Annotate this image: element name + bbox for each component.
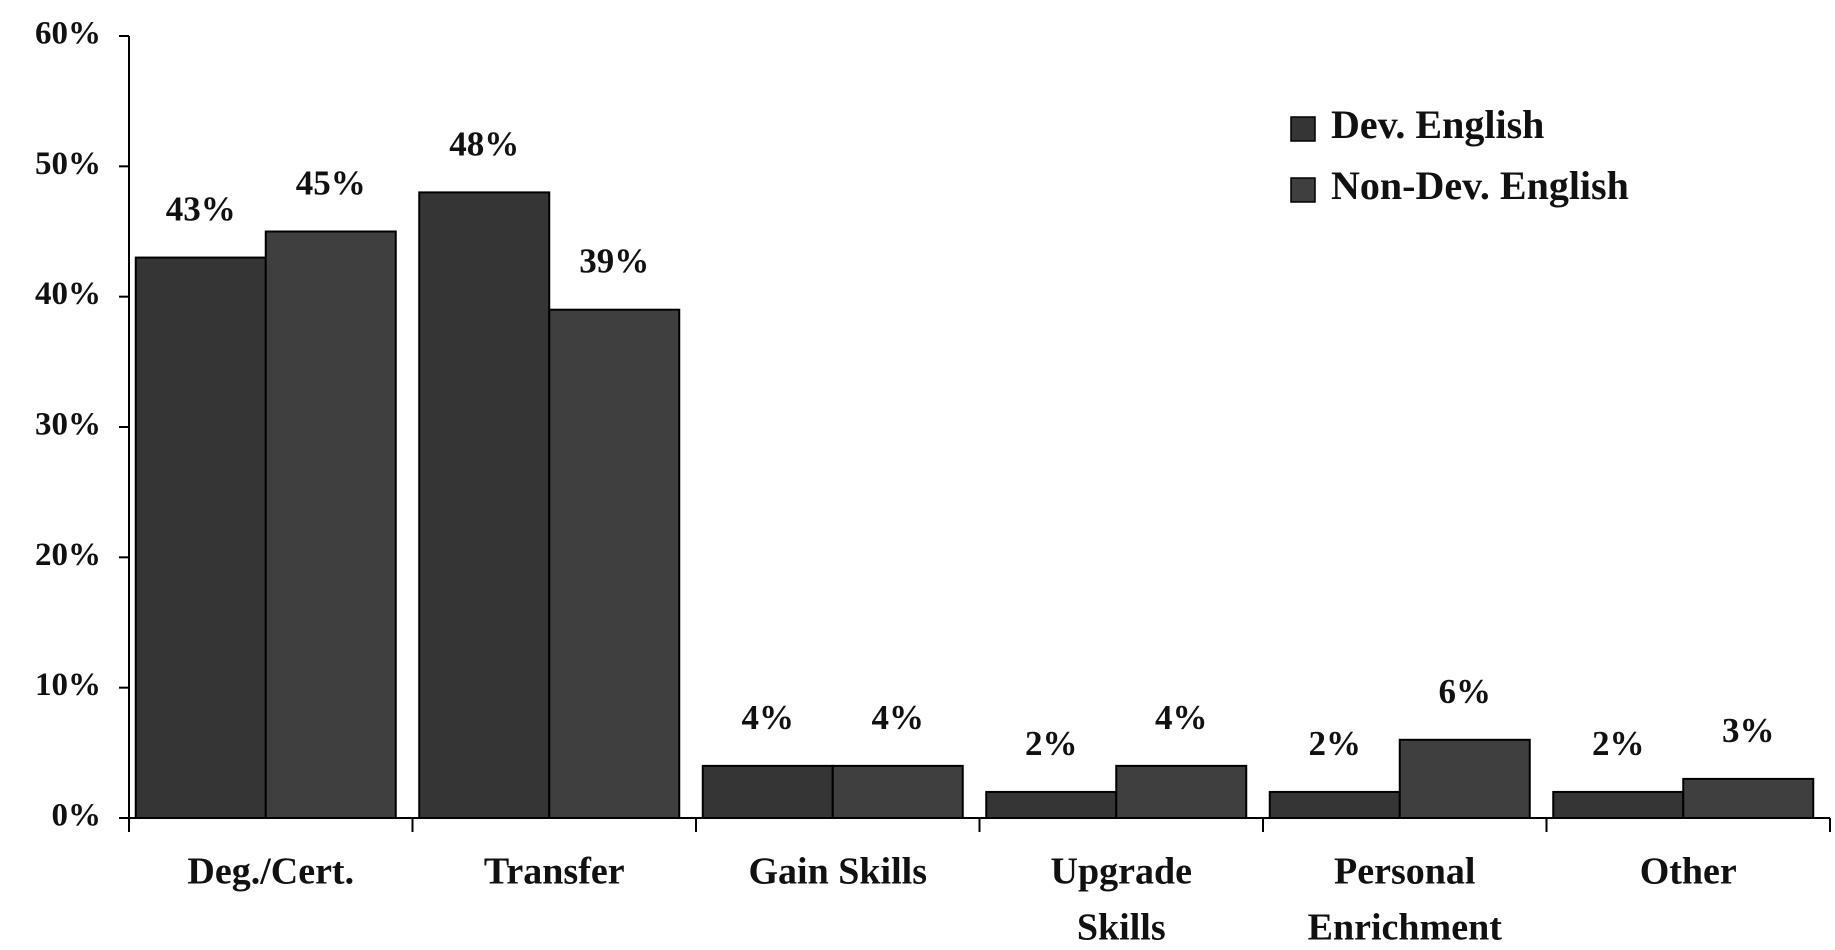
x-tick-label: Transfer [484,851,625,893]
value-label: 4% [742,698,795,737]
y-tick-label: 50% [35,146,101,182]
value-label: 48% [449,124,519,163]
y-tick-label: 40% [35,276,101,312]
bar [1115,764,1248,819]
bar [1398,738,1531,819]
value-label: 3% [1722,711,1775,750]
y-tick-label: 20% [35,537,101,573]
bar [418,191,551,819]
y-tick-label: 10% [35,667,101,703]
bar [985,790,1118,820]
value-label: 2% [1592,724,1645,763]
x-tick-label: Upgrade [1051,851,1192,893]
bar [831,764,964,819]
value-label: 2% [1025,724,1078,763]
legend-swatch [1290,177,1316,203]
x-tick-label: Deg./Cert. [187,851,354,893]
value-label: 39% [579,242,649,281]
y-tick-label: 60% [35,16,101,52]
legend-label: Non-Dev. English [1331,163,1629,208]
bar [1682,777,1815,820]
value-label: 45% [296,164,366,203]
bar [1552,790,1685,820]
value-label: 6% [1439,672,1492,711]
x-tick-label: Other [1640,851,1737,893]
bar [134,256,267,820]
y-tick-label: 0% [52,798,102,834]
bar [264,230,397,819]
bar [701,764,834,819]
legend-label: Dev. English [1331,102,1544,147]
value-label: 4% [872,698,925,737]
legend-swatch [1290,116,1316,142]
x-tick-label: Personal [1334,851,1475,893]
bar [1268,790,1401,820]
bar [548,308,681,819]
value-label: 4% [1155,698,1208,737]
x-tick-label: Gain Skills [749,851,927,893]
value-label: 2% [1309,724,1362,763]
x-tick-label: Enrichment [1308,907,1503,949]
x-tick-label: Skills [1077,907,1166,949]
value-label: 43% [166,190,236,229]
y-tick-label: 30% [35,407,101,443]
